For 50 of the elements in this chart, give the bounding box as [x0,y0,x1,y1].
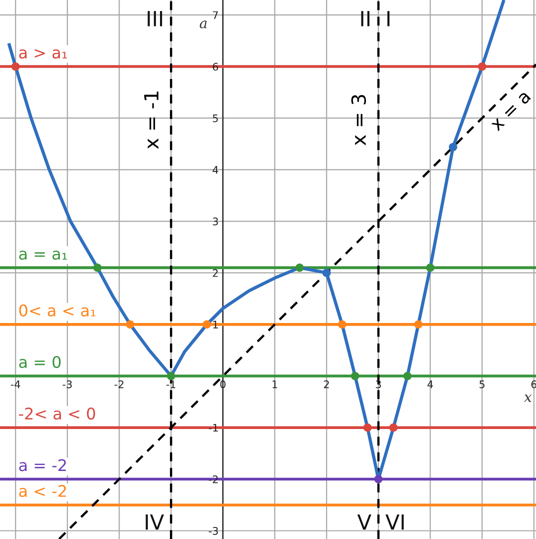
annotation: III [148,11,162,26]
point [126,320,134,329]
annotation: II [361,11,370,26]
x-tick-label: 2 [324,380,329,388]
series-label: a < -2 [19,484,66,497]
point [295,264,304,272]
point [166,372,176,380]
point [322,268,331,278]
point [350,372,360,380]
point [338,320,346,329]
point [403,372,412,380]
annotation: I [387,11,390,26]
x-tick-label: -3 [62,380,72,388]
y-tick-label: 3 [212,218,218,226]
x-tick-label: 5 [480,380,484,388]
point [202,320,211,329]
x-tick-label: -2 [114,380,124,388]
series-label: -2< a < 0 [19,408,96,420]
y-tick-label: 7 [212,11,218,19]
series-label: a > a₁ [19,49,67,59]
point [414,320,422,329]
x-tick-label: -1 [166,380,176,388]
series-label: a = -2 [19,459,66,472]
annotation: IV [146,514,164,530]
y-axis-title: a [200,20,207,28]
series-label: a = 0 [19,356,61,368]
x-axis-title: x [524,394,532,402]
y-tick-label: 2 [212,269,218,277]
series-label: a = a₁ [19,250,67,260]
point [426,264,434,272]
text: x = a [490,92,532,132]
point [11,62,20,71]
point [478,62,486,71]
x-tick-label: -4 [10,380,20,388]
x-tick-label: 3 [376,380,381,388]
point [389,423,398,432]
y-tick-label: -3 [208,526,218,535]
point [363,423,372,432]
annotation: V [357,514,372,530]
text: x = 3 [351,94,366,146]
annotation: VI [386,514,404,530]
point [93,264,102,272]
y-tick-label: 4 [212,166,218,174]
point [448,142,458,152]
x-tick-label: 4 [427,380,433,388]
y-tick-label: 5 [212,114,218,122]
series-label: 0< a < a₁ [19,304,96,316]
point [374,475,383,484]
text: x = -1 [144,92,158,149]
x-tick-label: 1 [272,380,278,388]
